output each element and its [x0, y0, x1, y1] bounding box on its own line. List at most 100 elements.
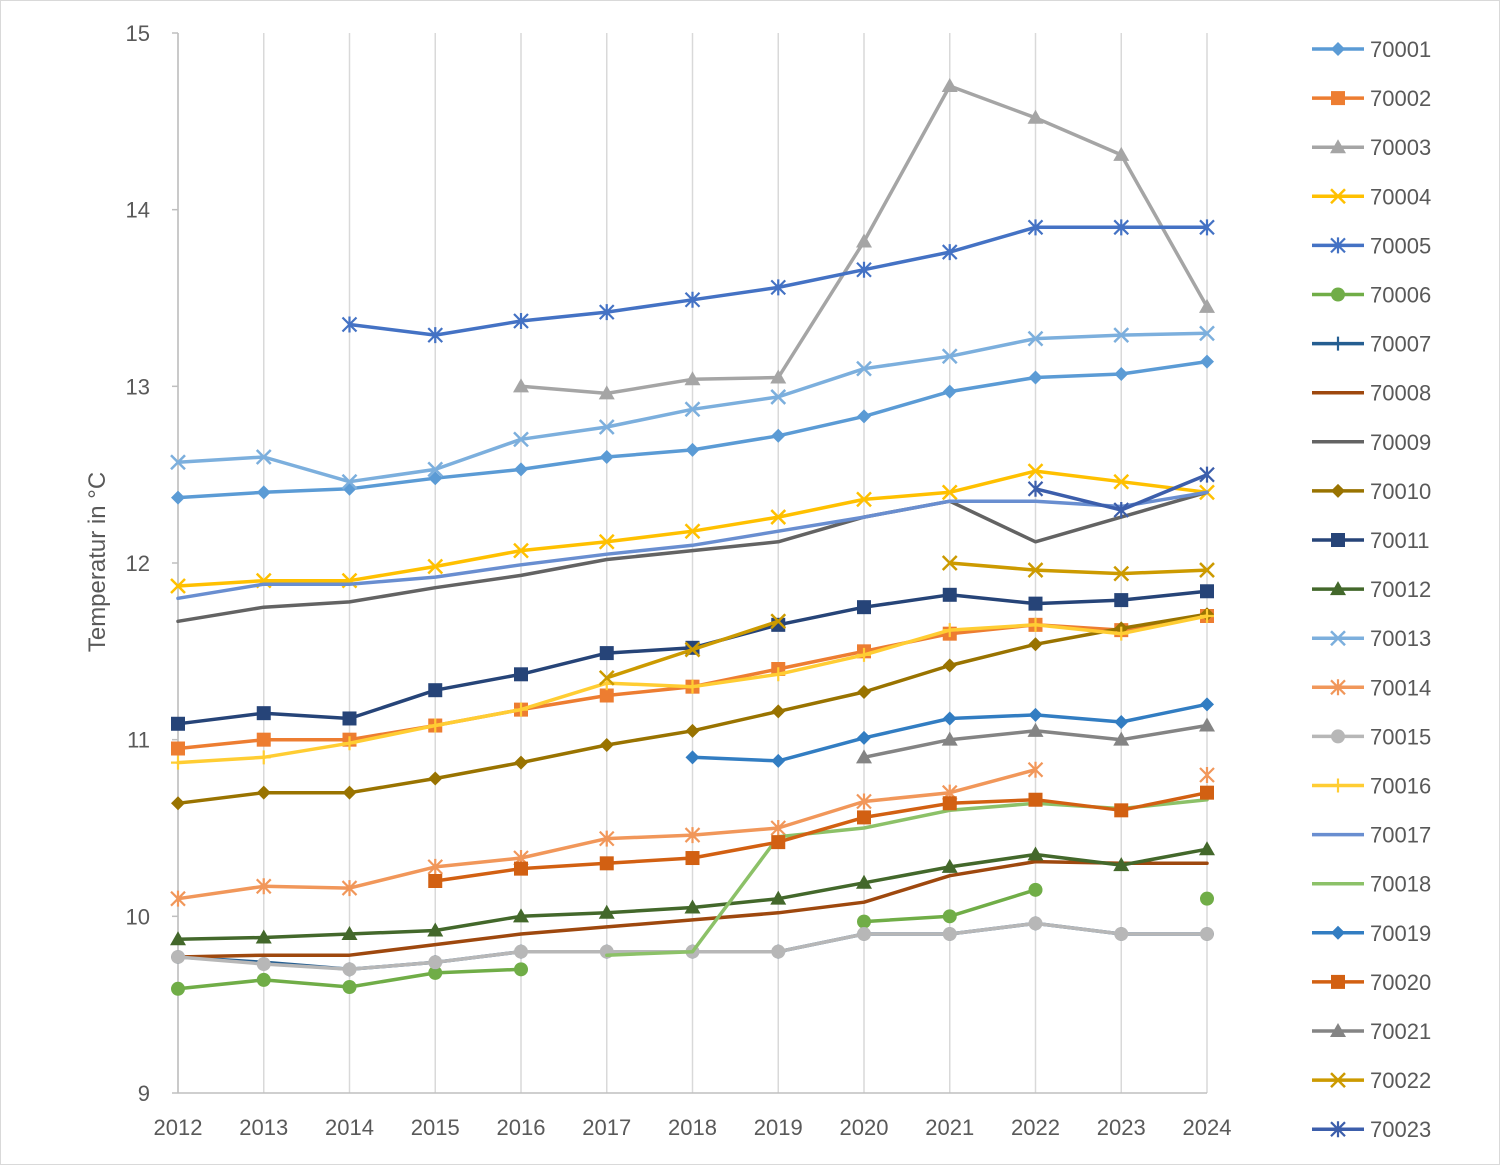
point-70020-2020 [857, 810, 871, 825]
point-70011-2023 [1114, 593, 1129, 608]
x-tick-label-2021: 2021 [925, 1115, 974, 1140]
point-70016-2019 [771, 667, 786, 682]
legend-marker-70011 [1331, 533, 1345, 547]
point-70005-2018 [684, 291, 701, 308]
point-70006-2012 [171, 981, 185, 996]
point-70004-2020 [856, 491, 872, 508]
legend-entry-70018: 70018 [1312, 872, 1431, 897]
point-70006-2022 [1028, 882, 1043, 897]
point-70016-2014 [342, 736, 357, 751]
legend-entry-70015: 70015 [1312, 724, 1431, 749]
point-70020-2019 [771, 835, 786, 850]
legend-marker-70002 [1331, 91, 1345, 106]
point-70011-2024 [1200, 584, 1214, 599]
series-70013 [170, 325, 1215, 490]
point-70015-2015 [428, 955, 443, 970]
legend-entry-70014: 70014 [1312, 675, 1431, 700]
point-70015-2013 [256, 957, 271, 972]
point-70022-2024 [1199, 562, 1215, 578]
legend-marker-70022 [1330, 1072, 1346, 1088]
point-70010-2013 [256, 785, 271, 800]
point-70005-2015 [427, 327, 444, 344]
y-tick-label-9: 9 [138, 1081, 150, 1106]
point-70011-2020 [857, 600, 871, 615]
point-70010-2021 [942, 658, 957, 673]
legend-marker-70006 [1331, 287, 1345, 302]
legend-marker-70015 [1331, 729, 1345, 744]
point-70020-2023 [1114, 803, 1129, 818]
point-70003-2017 [598, 385, 615, 400]
series-line-70017 [176, 490, 1209, 601]
point-70002-2017 [599, 688, 614, 703]
legend-marker-70020 [1331, 974, 1345, 989]
legend-marker-70023 [1330, 1121, 1346, 1138]
point-70021-2020 [856, 749, 872, 764]
legend-label-70023: 70023 [1370, 1117, 1431, 1142]
point-70020-2017 [599, 856, 614, 871]
legend-marker-70012 [1330, 581, 1346, 596]
point-70005-2022 [1027, 219, 1044, 236]
point-70004-2018 [684, 523, 701, 540]
point-70019-2023 [1114, 715, 1129, 729]
legend-entry-70012: 70012 [1312, 577, 1431, 602]
point-70001-2012 [171, 490, 185, 505]
legend-label-70019: 70019 [1370, 921, 1431, 946]
series-line-70008 [176, 859, 1209, 959]
point-70003-2018 [684, 371, 701, 386]
point-70010-2018 [685, 723, 700, 738]
x-tick-label-2019: 2019 [754, 1115, 803, 1140]
point-70015-2012 [171, 949, 185, 964]
legend-marker-70016 [1331, 778, 1345, 793]
point-70013-2016 [513, 431, 529, 448]
point-70005-2023 [1113, 219, 1130, 236]
legend-marker-70013 [1330, 630, 1346, 647]
point-70012-2016 [513, 908, 529, 923]
legend-label-70022: 70022 [1370, 1068, 1431, 1093]
point-70016-2024 [1200, 609, 1214, 623]
point-70014-2018 [684, 827, 701, 844]
point-70020-2018 [685, 851, 700, 866]
point-70011-2013 [256, 706, 271, 721]
point-70006-2015 [428, 965, 443, 980]
legend-label-70014: 70014 [1370, 675, 1431, 700]
legend-entry-70023: 70023 [1312, 1117, 1431, 1142]
point-70010-2020 [857, 684, 871, 699]
point-70022-2018 [684, 641, 701, 658]
legend-label-70018: 70018 [1370, 872, 1431, 897]
point-70002-2012 [171, 741, 185, 756]
legend-label-70007: 70007 [1370, 332, 1431, 357]
point-70010-2014 [342, 785, 357, 800]
legend-label-70012: 70012 [1370, 577, 1431, 602]
point-70006-2021 [942, 909, 957, 924]
series-70003 [513, 78, 1215, 400]
x-tick-label-2012: 2012 [154, 1115, 203, 1140]
series-70008 [176, 859, 1209, 959]
point-70023-2022 [1027, 480, 1044, 497]
point-70020-2016 [514, 861, 528, 876]
point-70013-2023 [1113, 327, 1130, 343]
legend-marker-70014 [1330, 679, 1346, 696]
point-70001-2014 [342, 481, 357, 496]
x-tick-label-2018: 2018 [668, 1115, 717, 1140]
point-70016-2013 [256, 750, 271, 765]
series-70023 [1027, 466, 1215, 518]
point-70020-2021 [942, 796, 957, 811]
point-70022-2023 [1113, 565, 1130, 582]
legend-label-70003: 70003 [1370, 135, 1431, 160]
legend-label-70020: 70020 [1370, 970, 1431, 995]
point-70020-2024 [1200, 785, 1214, 800]
point-70013-2022 [1027, 330, 1044, 347]
point-70001-2013 [256, 485, 271, 500]
point-70003-2016 [513, 378, 529, 393]
x-tick-label-2015: 2015 [411, 1115, 460, 1140]
point-70014-2024 [1199, 767, 1215, 783]
legend-marker-70003 [1330, 139, 1346, 154]
point-70019-2021 [942, 711, 957, 726]
point-70001-2019 [771, 428, 786, 443]
y-tick-label-12: 12 [126, 551, 150, 576]
x-tick-label-2013: 2013 [239, 1115, 288, 1140]
legend-entry-70019: 70019 [1312, 921, 1431, 946]
point-70016-2012 [171, 755, 185, 770]
point-70016-2023 [1114, 626, 1129, 641]
